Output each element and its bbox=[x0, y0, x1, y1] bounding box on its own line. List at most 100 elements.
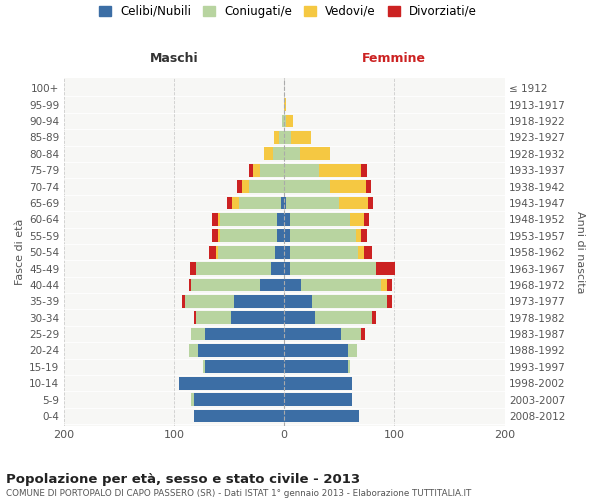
Bar bbox=[274, 131, 278, 144]
Bar bbox=[196, 312, 231, 324]
Bar bbox=[239, 196, 281, 209]
Bar bbox=[284, 114, 286, 128]
Bar bbox=[341, 328, 361, 340]
Bar bbox=[203, 360, 205, 373]
Bar bbox=[271, 262, 284, 275]
Bar bbox=[191, 393, 194, 406]
Bar bbox=[182, 295, 185, 308]
Bar bbox=[350, 213, 364, 226]
Bar bbox=[290, 213, 350, 226]
Text: Popolazione per età, sesso e stato civile - 2013: Popolazione per età, sesso e stato civil… bbox=[6, 472, 360, 486]
Bar bbox=[284, 393, 352, 406]
Bar bbox=[198, 344, 284, 357]
Text: COMUNE DI PORTOPALO DI CAPO PASSERO (SR) - Dati ISTAT 1° gennaio 2013 - Elaboraz: COMUNE DI PORTOPALO DI CAPO PASSERO (SR)… bbox=[6, 489, 472, 498]
Bar bbox=[290, 246, 358, 258]
Bar bbox=[209, 246, 216, 258]
Bar bbox=[366, 180, 371, 193]
Bar bbox=[348, 344, 357, 357]
Bar bbox=[348, 360, 350, 373]
Bar bbox=[284, 360, 348, 373]
Bar bbox=[284, 131, 291, 144]
Bar bbox=[191, 328, 205, 340]
Bar bbox=[218, 230, 220, 242]
Bar bbox=[284, 312, 315, 324]
Bar bbox=[205, 328, 284, 340]
Bar bbox=[220, 213, 277, 226]
Bar bbox=[205, 360, 284, 373]
Bar bbox=[290, 262, 376, 275]
Text: Femmine: Femmine bbox=[362, 52, 427, 64]
Bar bbox=[227, 196, 232, 209]
Bar bbox=[253, 164, 260, 176]
Bar bbox=[284, 180, 331, 193]
Bar bbox=[216, 246, 218, 258]
Bar bbox=[277, 213, 284, 226]
Bar bbox=[284, 213, 290, 226]
Bar bbox=[191, 278, 260, 291]
Bar bbox=[319, 164, 361, 176]
Text: Maschi: Maschi bbox=[149, 52, 198, 64]
Bar bbox=[386, 295, 392, 308]
Bar bbox=[284, 344, 348, 357]
Bar bbox=[260, 278, 284, 291]
Bar bbox=[361, 328, 365, 340]
Bar bbox=[373, 312, 376, 324]
Y-axis label: Fasce di età: Fasce di età bbox=[15, 219, 25, 286]
Bar bbox=[284, 230, 290, 242]
Bar bbox=[286, 114, 293, 128]
Bar bbox=[235, 295, 284, 308]
Bar bbox=[291, 131, 311, 144]
Bar bbox=[194, 312, 196, 324]
Bar bbox=[278, 131, 284, 144]
Bar bbox=[281, 196, 284, 209]
Bar bbox=[284, 377, 352, 390]
Bar bbox=[284, 295, 311, 308]
Bar bbox=[386, 278, 392, 291]
Bar bbox=[260, 164, 284, 176]
Bar bbox=[284, 148, 299, 160]
Bar bbox=[273, 148, 284, 160]
Bar bbox=[381, 278, 386, 291]
Bar bbox=[282, 114, 284, 128]
Bar bbox=[286, 196, 339, 209]
Bar bbox=[277, 230, 284, 242]
Bar bbox=[311, 295, 386, 308]
Bar bbox=[275, 246, 284, 258]
Bar bbox=[212, 213, 218, 226]
Bar bbox=[196, 262, 271, 275]
Bar bbox=[299, 148, 331, 160]
Bar bbox=[284, 328, 341, 340]
Bar bbox=[368, 196, 373, 209]
Bar bbox=[364, 213, 369, 226]
Bar bbox=[232, 196, 239, 209]
Bar bbox=[218, 213, 220, 226]
Bar bbox=[189, 278, 191, 291]
Bar bbox=[331, 180, 366, 193]
Bar bbox=[290, 230, 356, 242]
Bar bbox=[284, 98, 286, 111]
Bar bbox=[236, 180, 242, 193]
Bar bbox=[358, 246, 364, 258]
Bar bbox=[364, 246, 373, 258]
Bar bbox=[189, 344, 198, 357]
Bar bbox=[356, 230, 361, 242]
Bar bbox=[212, 230, 218, 242]
Bar bbox=[218, 246, 275, 258]
Bar bbox=[179, 377, 284, 390]
Bar bbox=[284, 262, 290, 275]
Bar bbox=[284, 164, 319, 176]
Bar bbox=[339, 196, 368, 209]
Legend: Celibi/Nubili, Coniugati/e, Vedovi/e, Divorziati/e: Celibi/Nubili, Coniugati/e, Vedovi/e, Di… bbox=[94, 0, 482, 22]
Bar bbox=[284, 278, 301, 291]
Bar bbox=[376, 262, 395, 275]
Bar bbox=[220, 230, 277, 242]
Bar bbox=[249, 164, 253, 176]
Bar bbox=[194, 410, 284, 422]
Bar bbox=[242, 180, 249, 193]
Bar bbox=[194, 393, 284, 406]
Bar bbox=[185, 295, 235, 308]
Y-axis label: Anni di nascita: Anni di nascita bbox=[575, 211, 585, 294]
Bar bbox=[264, 148, 273, 160]
Bar bbox=[284, 246, 290, 258]
Bar bbox=[315, 312, 373, 324]
